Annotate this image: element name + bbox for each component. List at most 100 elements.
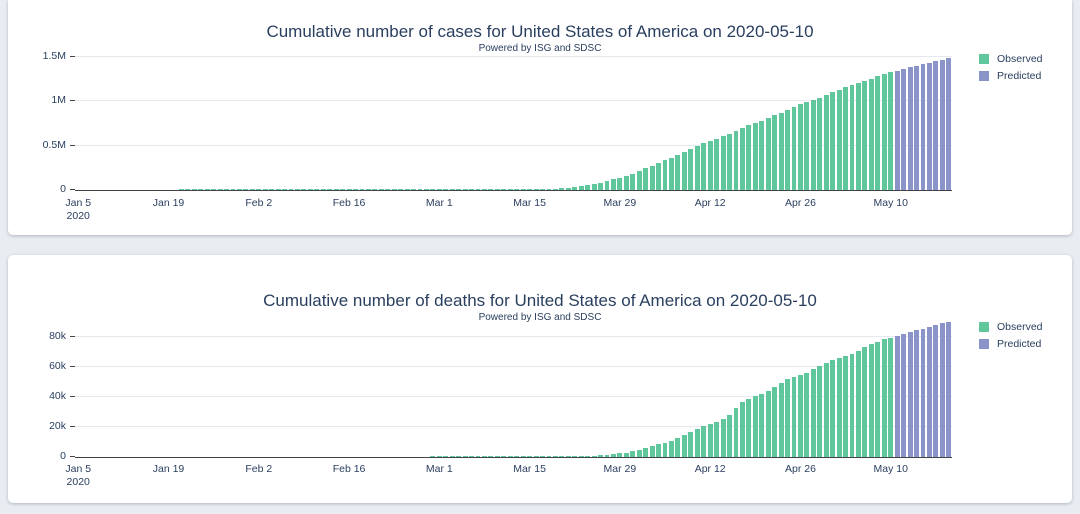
bar-observed[interactable]: [494, 456, 500, 457]
bar-observed[interactable]: [269, 189, 275, 190]
bar-observed[interactable]: [649, 446, 655, 457]
bar-observed[interactable]: [507, 456, 513, 457]
bar-observed[interactable]: [565, 187, 571, 190]
bar-observed[interactable]: [346, 189, 352, 190]
bar-observed[interactable]: [810, 100, 816, 190]
bar-observed[interactable]: [746, 399, 752, 457]
bar-observed[interactable]: [868, 343, 874, 457]
bar-observed[interactable]: [785, 379, 790, 457]
bar-observed[interactable]: [714, 138, 720, 190]
bar-observed[interactable]: [868, 78, 874, 190]
bar-observed[interactable]: [314, 189, 320, 190]
bar-observed[interactable]: [540, 189, 545, 190]
bar-observed[interactable]: [662, 160, 668, 190]
bar-observed[interactable]: [791, 106, 797, 190]
bar-observed[interactable]: [875, 341, 881, 457]
bar-observed[interactable]: [817, 365, 823, 457]
bar-observed[interactable]: [559, 456, 565, 457]
bar-observed[interactable]: [353, 189, 358, 190]
bar-observed[interactable]: [462, 456, 468, 457]
bar-observed[interactable]: [636, 171, 642, 190]
bar-observed[interactable]: [191, 189, 197, 190]
bar-observed[interactable]: [669, 440, 674, 457]
bar-observed[interactable]: [836, 357, 842, 457]
bar-observed[interactable]: [733, 130, 739, 190]
bar-observed[interactable]: [488, 189, 494, 190]
bar-predicted[interactable]: [920, 64, 926, 190]
bar-observed[interactable]: [623, 452, 629, 457]
bar-observed[interactable]: [681, 152, 687, 190]
bar-observed[interactable]: [224, 189, 229, 190]
bar-observed[interactable]: [559, 188, 565, 190]
bar-observed[interactable]: [856, 83, 861, 190]
bar-observed[interactable]: [275, 189, 281, 190]
bar-observed[interactable]: [688, 149, 694, 190]
bar-observed[interactable]: [449, 189, 455, 190]
bar-predicted[interactable]: [914, 65, 919, 190]
bar-observed[interactable]: [656, 444, 662, 457]
bar-observed[interactable]: [404, 189, 410, 190]
bar-observed[interactable]: [423, 189, 429, 190]
bar-observed[interactable]: [611, 453, 616, 457]
bar-observed[interactable]: [817, 97, 823, 190]
bar-observed[interactable]: [546, 189, 552, 190]
bar-observed[interactable]: [746, 125, 752, 190]
bar-observed[interactable]: [675, 437, 681, 457]
bar-observed[interactable]: [578, 456, 584, 457]
bar-observed[interactable]: [810, 368, 816, 457]
bar-observed[interactable]: [856, 350, 861, 457]
bar-observed[interactable]: [617, 453, 623, 457]
bar-observed[interactable]: [398, 189, 404, 190]
bar-predicted[interactable]: [946, 321, 952, 457]
bar-predicted[interactable]: [933, 325, 939, 457]
bar-observed[interactable]: [475, 189, 481, 190]
bar-observed[interactable]: [694, 429, 700, 457]
bar-observed[interactable]: [411, 189, 416, 190]
bar-observed[interactable]: [649, 165, 655, 190]
bar-observed[interactable]: [830, 92, 836, 190]
bar-predicted[interactable]: [933, 61, 939, 190]
bar-observed[interactable]: [288, 189, 294, 190]
bar-observed[interactable]: [739, 128, 745, 190]
bar-observed[interactable]: [475, 456, 481, 457]
bar-observed[interactable]: [875, 76, 881, 190]
bar-observed[interactable]: [843, 355, 849, 457]
bar-observed[interactable]: [778, 112, 784, 190]
bar-predicted[interactable]: [914, 330, 919, 457]
bar-observed[interactable]: [514, 456, 520, 457]
bar-observed[interactable]: [540, 456, 545, 457]
bar-observed[interactable]: [604, 181, 610, 190]
bar-predicted[interactable]: [946, 58, 952, 190]
bar-observed[interactable]: [533, 189, 539, 190]
bar-observed[interactable]: [836, 89, 842, 190]
bar-observed[interactable]: [823, 95, 829, 190]
bar-observed[interactable]: [772, 115, 778, 190]
bar-observed[interactable]: [701, 426, 707, 457]
bar-observed[interactable]: [849, 353, 855, 457]
bar-observed[interactable]: [727, 414, 732, 457]
legend-item-observed[interactable]: Observed: [979, 53, 1043, 65]
bar-predicted[interactable]: [901, 334, 907, 457]
bar-observed[interactable]: [888, 72, 894, 190]
bar-observed[interactable]: [217, 189, 223, 190]
bar-observed[interactable]: [443, 456, 449, 457]
bar-observed[interactable]: [707, 424, 713, 457]
bar-observed[interactable]: [365, 189, 371, 190]
bar-observed[interactable]: [243, 189, 249, 190]
bar-observed[interactable]: [378, 189, 384, 190]
bar-observed[interactable]: [739, 402, 745, 457]
bar-observed[interactable]: [430, 456, 436, 457]
bar-observed[interactable]: [204, 189, 210, 190]
bar-observed[interactable]: [430, 189, 436, 190]
bar-observed[interactable]: [520, 189, 526, 190]
bar-predicted[interactable]: [907, 332, 913, 457]
bar-observed[interactable]: [862, 81, 868, 190]
bar-observed[interactable]: [701, 143, 707, 190]
bar-observed[interactable]: [359, 189, 365, 190]
bar-predicted[interactable]: [907, 67, 913, 190]
bar-observed[interactable]: [178, 189, 184, 190]
bar-observed[interactable]: [572, 187, 578, 190]
bar-observed[interactable]: [256, 189, 262, 190]
bar-observed[interactable]: [469, 189, 475, 190]
bar-observed[interactable]: [236, 189, 242, 190]
